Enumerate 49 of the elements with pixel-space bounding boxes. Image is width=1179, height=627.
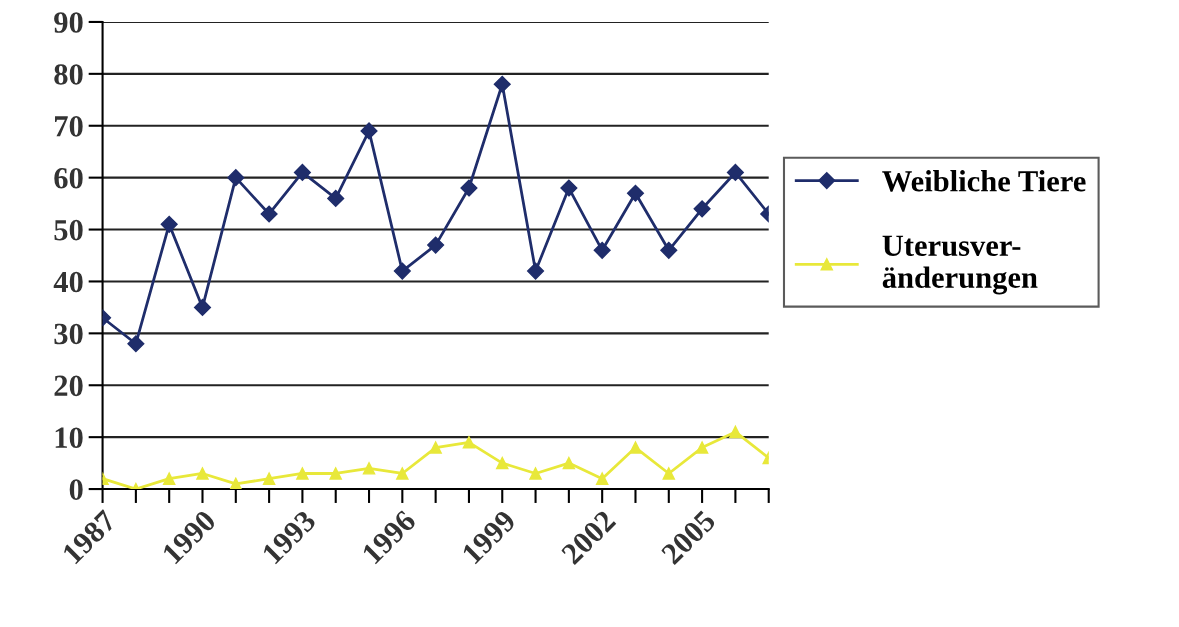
point — [462, 436, 476, 449]
y-tick-label: 50 — [54, 219, 83, 241]
point — [726, 163, 744, 182]
point — [562, 456, 576, 470]
legend-label: Weibliche Tiere — [882, 170, 1086, 192]
y-tick-label: 40 — [53, 271, 83, 293]
point — [229, 477, 243, 490]
point — [329, 467, 342, 480]
point — [360, 122, 378, 140]
point — [293, 163, 311, 182]
y-tick-label: 90 — [54, 12, 83, 33]
point — [595, 472, 609, 485]
y-tick-label: 10 — [55, 427, 83, 449]
point — [427, 236, 445, 254]
point — [660, 241, 678, 259]
point — [729, 425, 742, 439]
point — [362, 462, 376, 475]
y-tick-label: 20 — [54, 375, 83, 397]
y-tick-label: 0 — [69, 479, 83, 500]
point — [593, 241, 611, 259]
point — [162, 472, 176, 485]
point — [262, 472, 276, 485]
point — [327, 189, 345, 207]
point — [127, 335, 145, 353]
point — [693, 200, 711, 218]
point — [496, 456, 509, 470]
point — [662, 467, 676, 480]
point — [695, 441, 709, 454]
point — [196, 467, 209, 480]
point — [527, 262, 545, 280]
point — [393, 262, 411, 280]
point — [227, 169, 245, 187]
point — [460, 179, 478, 197]
point — [493, 75, 511, 93]
point — [626, 184, 645, 202]
point — [629, 441, 642, 454]
point — [260, 205, 278, 223]
point — [296, 467, 309, 480]
y-tick-label: 60 — [54, 167, 83, 189]
y-tick-label: 30 — [54, 323, 83, 345]
point — [193, 298, 212, 316]
point — [560, 179, 578, 197]
legend-label: Uterusver- änderungen — [882, 235, 1038, 295]
point — [160, 215, 178, 233]
point — [429, 441, 442, 454]
y-tick-label: 70 — [55, 116, 83, 137]
point — [396, 467, 409, 480]
y-tick-label: 80 — [54, 64, 83, 85]
point — [529, 467, 542, 480]
